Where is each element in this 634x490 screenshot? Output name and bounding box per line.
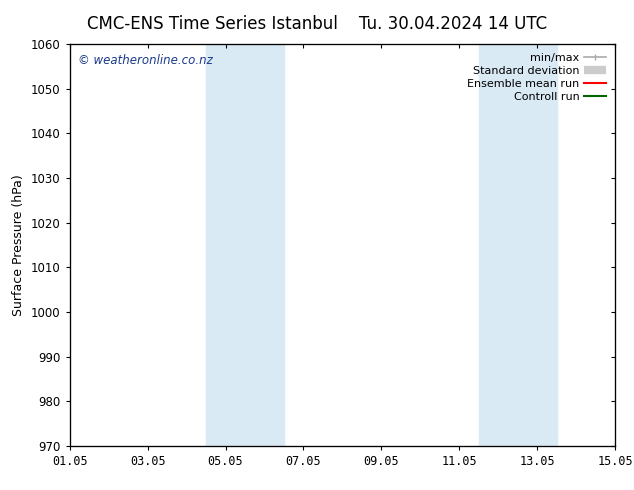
- Text: © weatheronline.co.nz: © weatheronline.co.nz: [78, 54, 212, 67]
- Bar: [206, 44, 284, 446]
- Bar: [479, 44, 557, 446]
- Text: CMC-ENS Time Series Istanbul    Tu. 30.04.2024 14 UTC: CMC-ENS Time Series Istanbul Tu. 30.04.2…: [87, 15, 547, 33]
- Legend: min/max, Standard deviation, Ensemble mean run, Controll run: min/max, Standard deviation, Ensemble me…: [464, 49, 609, 105]
- Y-axis label: Surface Pressure (hPa): Surface Pressure (hPa): [13, 174, 25, 316]
